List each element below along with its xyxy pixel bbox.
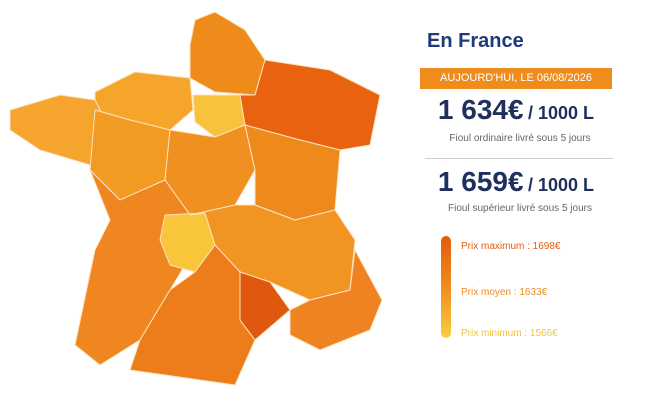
legend-min: Prix minimum : 1566€ — [461, 328, 558, 339]
unit: / 1000 L — [528, 103, 595, 123]
price: 1 659€ — [437, 166, 524, 197]
region — [289, 249, 383, 351]
legend-scale — [441, 236, 451, 338]
legend-max: Prix maximum : 1698€ — [461, 241, 561, 252]
price-line: 1 659€ / 1000 L — [420, 166, 612, 198]
panel-title: En France — [427, 30, 524, 52]
offer-description: Fioul ordinaire livré sous 5 jours — [449, 133, 591, 144]
divider — [425, 158, 613, 159]
region — [189, 11, 266, 96]
date-badge: AUJOURD'HUI, LE 06/08/2026 — [420, 68, 612, 89]
price: 1 634€ — [437, 94, 524, 125]
france-map — [9, 11, 383, 386]
legend-mean: Prix moyen : 1633€ — [461, 287, 548, 298]
price-line: 1 634€ / 1000 L — [420, 94, 612, 126]
region — [239, 271, 291, 341]
unit: / 1000 L — [528, 175, 595, 195]
offer-description: Fioul supérieur livré sous 5 jours — [448, 203, 592, 214]
